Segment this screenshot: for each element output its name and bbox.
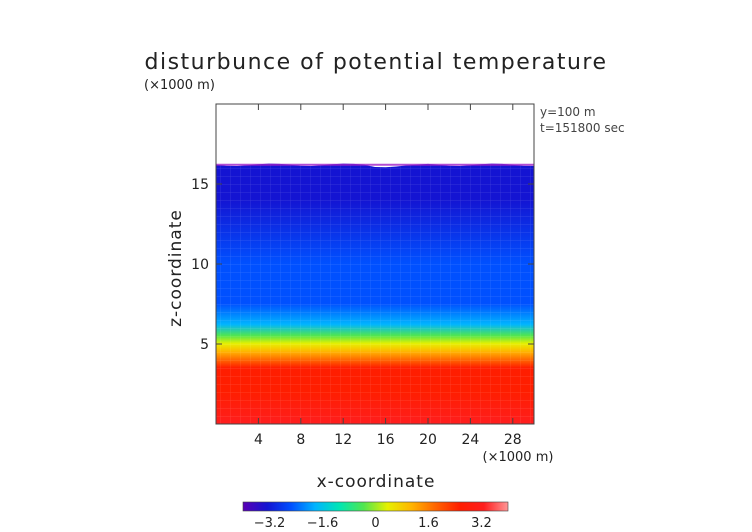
y-axis-label: z-coordinate <box>166 209 186 327</box>
colorbar-tick-label: 3.2 <box>471 516 492 531</box>
y-unit-label: (×1000 m) <box>144 78 215 93</box>
x-tick-label: 28 <box>504 432 522 448</box>
x-tick-label: 4 <box>254 432 263 448</box>
contour-texture <box>216 163 534 424</box>
x-tick-label: 12 <box>334 432 352 448</box>
y-tick-label: 5 <box>200 337 209 353</box>
chart-title: disturbunce of potential temperature <box>145 50 608 75</box>
x-axis-label: x-coordinate <box>317 472 436 492</box>
colorbar-ticks: −3.2 −1.6 0 1.6 3.2 <box>254 516 492 531</box>
y-tick-label: 15 <box>191 177 209 193</box>
colorbar-tick-label: 0 <box>371 516 379 531</box>
colorbar-tick-label: −3.2 <box>254 516 286 531</box>
annotation-time: t=151800 sec <box>540 121 625 135</box>
y-axis: 5 10 15 <box>191 177 534 353</box>
x-tick-label: 24 <box>461 432 479 448</box>
x-tick-label: 20 <box>419 432 437 448</box>
annotation-y-position: y=100 m <box>540 105 596 119</box>
colorbar <box>242 501 509 512</box>
y-tick-label: 10 <box>191 257 209 273</box>
x-axis: 4 8 12 16 20 24 28 <box>254 104 522 448</box>
x-tick-label: 16 <box>377 432 395 448</box>
colorbar-tick-label: 1.6 <box>418 516 439 531</box>
colorbar-tick-label: −1.6 <box>307 516 339 531</box>
x-tick-label: 8 <box>296 432 305 448</box>
heatmap-field <box>216 163 534 424</box>
x-unit-label: (×1000 m) <box>483 450 554 465</box>
